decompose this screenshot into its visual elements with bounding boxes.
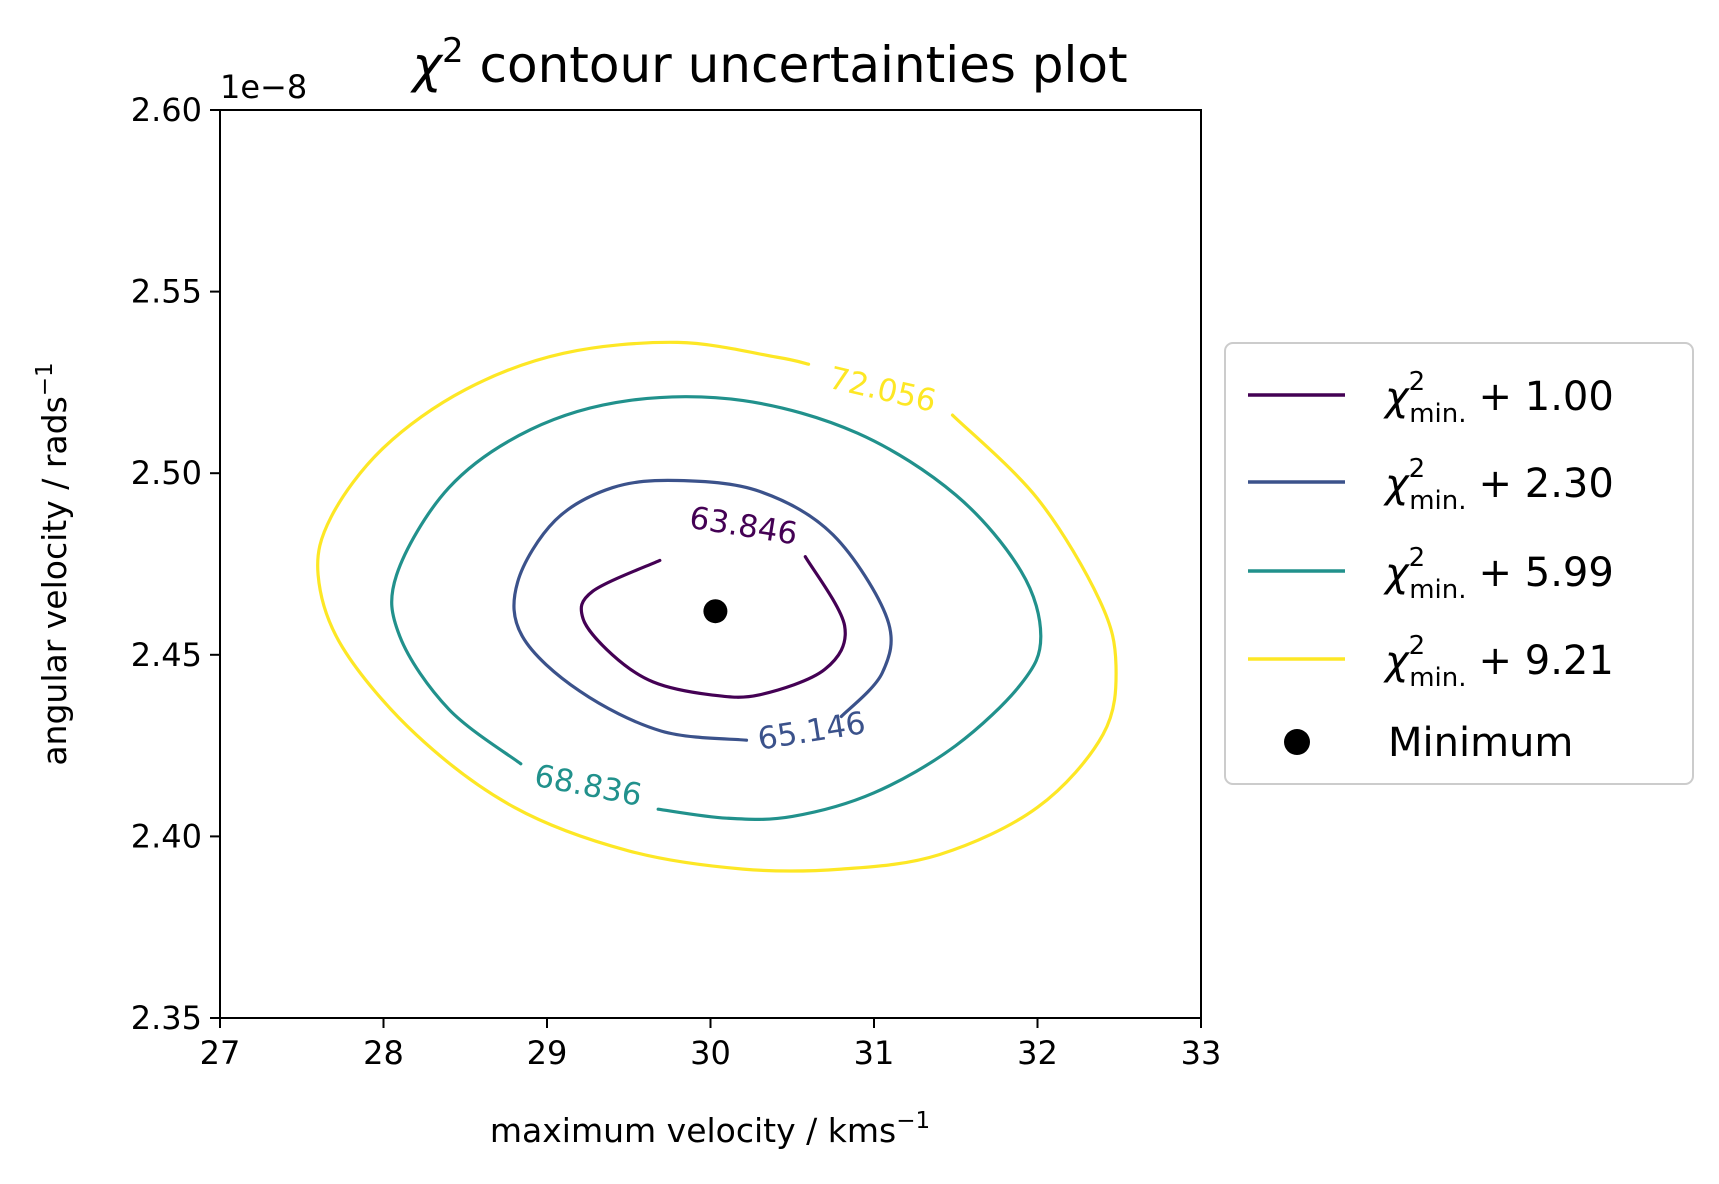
legend-entry-label: χ2 min. + 1.00 (1383, 367, 1614, 429)
y-tick-label: 2.60 (131, 91, 202, 129)
legend: χ2 min. + 1.00 χ2 min. + 2.30 χ2 min. + 5.99 χ2 mi… (1224, 342, 1694, 785)
y-tick-label: 2.50 (131, 454, 202, 492)
legend-entry-label: χ2 min. + 5.99 (1383, 543, 1614, 605)
x-axis-ticks: 27 28 29 30 31 32 33 (200, 1018, 1222, 1072)
legend-marker-swatch (1284, 729, 1310, 755)
x-tick-label: 27 (200, 1034, 241, 1072)
x-tick-label: 29 (527, 1034, 568, 1072)
y-tick-label: 2.35 (131, 999, 202, 1037)
x-tick-label: 28 (363, 1034, 404, 1072)
title-chi-symbol: χ (409, 36, 444, 94)
x-axis-label-text: maximum velocity / kms (490, 1111, 896, 1150)
x-axis-label-superscript: −1 (896, 1108, 930, 1134)
x-axis-label: maximum velocity / kms−1 (490, 1108, 930, 1150)
contour-line-63-846 (579, 555, 847, 699)
contour-line-68-836 (390, 395, 1043, 821)
y-axis-label: angular velocity / rads−1 (32, 362, 74, 765)
x-tick-label: 31 (854, 1034, 895, 1072)
legend-entry-label: χ2 min. + 2.30 (1383, 454, 1614, 516)
legend-box (1224, 342, 1694, 785)
y-axis-label-superscript: −1 (32, 362, 58, 396)
x-tick-label: 32 (1017, 1034, 1058, 1072)
title-superscript: 2 (442, 31, 464, 71)
legend-entry-label: Minimum (1388, 720, 1573, 766)
contour-line-72-056 (316, 340, 1118, 873)
y-tick-label: 2.55 (131, 273, 202, 311)
y-axis-label-text: angular velocity / rads (35, 396, 74, 765)
y-tick-label: 2.45 (131, 636, 202, 674)
x-tick-label: 33 (1181, 1034, 1222, 1072)
minimum-point (703, 599, 728, 624)
contour-line-65-146 (512, 478, 893, 742)
legend-entry-label: χ2 min. + 9.21 (1383, 631, 1614, 693)
y-tick-label: 2.40 (131, 817, 202, 855)
chart-title: χ2 contour uncertainties plot (409, 31, 1127, 94)
y-offset-label: 1e−8 (220, 68, 307, 106)
x-tick-label: 30 (690, 1034, 731, 1072)
title-text: contour uncertainties plot (464, 36, 1128, 94)
y-axis-ticks: 2.35 2.40 2.45 2.50 2.55 2.60 (131, 91, 220, 1037)
